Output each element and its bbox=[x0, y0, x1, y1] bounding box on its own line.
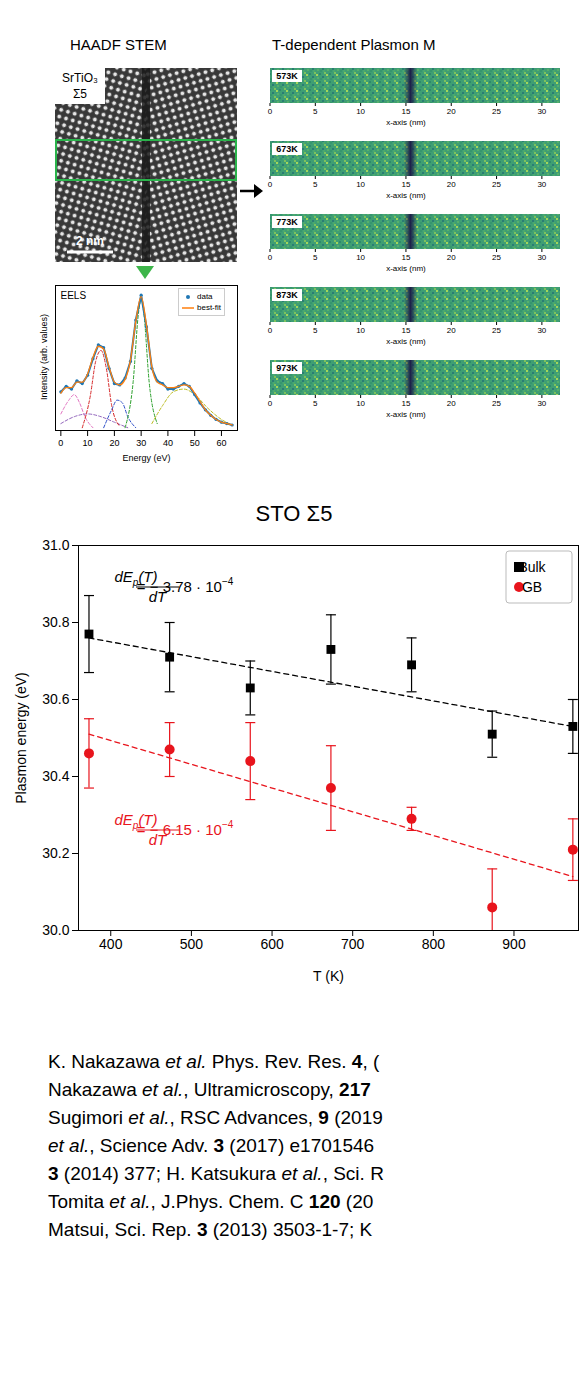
svg-text:20: 20 bbox=[447, 253, 456, 262]
svg-text:20: 20 bbox=[447, 107, 456, 116]
svg-text:20: 20 bbox=[447, 326, 456, 335]
svg-text:30.4: 30.4 bbox=[42, 768, 69, 784]
svg-text:Bulk: Bulk bbox=[518, 559, 546, 575]
html-text:Intensity (arb. values): Intensity (arb. values) bbox=[39, 314, 49, 400]
svg-text:10: 10 bbox=[83, 438, 93, 448]
svg-text:GB: GB bbox=[522, 579, 542, 595]
svg-text:15: 15 bbox=[401, 326, 410, 335]
html-text:Sugimori et al., RSC Advances,: Sugimori et al., RSC Advances, 9 (2019 bbox=[48, 1107, 383, 1128]
svg-text:30.8: 30.8 bbox=[42, 614, 69, 630]
svg-text:10: 10 bbox=[356, 180, 365, 189]
svg-text:x-axis (nm): x-axis (nm) bbox=[386, 337, 426, 346]
svg-text:25: 25 bbox=[492, 180, 501, 189]
svg-text:10: 10 bbox=[356, 253, 365, 262]
svg-text:30.0: 30.0 bbox=[42, 922, 69, 938]
svg-text:25: 25 bbox=[492, 107, 501, 116]
svg-text:Energy (eV): Energy (eV) bbox=[122, 453, 170, 463]
svg-text:5: 5 bbox=[313, 180, 318, 189]
svg-text:573K: 573K bbox=[276, 71, 298, 81]
svg-text:0: 0 bbox=[58, 438, 63, 448]
svg-text:31.0: 31.0 bbox=[42, 537, 69, 553]
svg-text:15: 15 bbox=[401, 180, 410, 189]
svg-text:800: 800 bbox=[422, 936, 446, 952]
svg-text:0: 0 bbox=[268, 180, 273, 189]
html-text:STO Σ5: STO Σ5 bbox=[255, 501, 333, 526]
svg-text:5: 5 bbox=[313, 399, 318, 408]
svg-text:30: 30 bbox=[537, 253, 546, 262]
svg-text:773K: 773K bbox=[276, 217, 298, 227]
svg-text:T (K): T (K) bbox=[313, 968, 344, 984]
svg-text:25: 25 bbox=[492, 326, 501, 335]
svg-text:Plasmon energy (eV): Plasmon energy (eV) bbox=[13, 672, 29, 804]
html-text:3 (2014) 377; H. Katsukura et: 3 (2014) 377; H. Katsukura et al., Sci. … bbox=[48, 1163, 384, 1184]
html-text:HAADF STEM: HAADF STEM bbox=[70, 36, 167, 53]
html-text:Matsui, Sci. Rep. 3 (2013) 350: Matsui, Sci. Rep. 3 (2013) 3503-1-7; K bbox=[48, 1219, 373, 1240]
svg-text:= − 3.78 · 10−4: = − 3.78 · 10−4 bbox=[137, 576, 234, 595]
svg-text:973K: 973K bbox=[276, 363, 298, 373]
svg-text:= − 6.15 · 10−4: = − 6.15 · 10−4 bbox=[137, 819, 234, 838]
html-text:et al., Science Adv. 3 (2017): et al., Science Adv. 3 (2017) e1701546 bbox=[48, 1135, 375, 1156]
svg-text:SrTiO₃: SrTiO₃ bbox=[62, 71, 98, 85]
svg-text:0: 0 bbox=[268, 253, 273, 262]
svg-text:25: 25 bbox=[492, 253, 501, 262]
svg-text:400: 400 bbox=[99, 936, 123, 952]
svg-text:Σ5: Σ5 bbox=[73, 87, 87, 101]
svg-text:20: 20 bbox=[447, 399, 456, 408]
svg-text:5: 5 bbox=[313, 253, 318, 262]
svg-text:500: 500 bbox=[180, 936, 204, 952]
svg-text:15: 15 bbox=[401, 107, 410, 116]
svg-text:30: 30 bbox=[537, 107, 546, 116]
svg-text:60: 60 bbox=[216, 438, 226, 448]
svg-text:30.6: 30.6 bbox=[42, 691, 69, 707]
svg-text:x-axis (nm): x-axis (nm) bbox=[386, 410, 426, 419]
svg-text:30: 30 bbox=[537, 180, 546, 189]
svg-text:50: 50 bbox=[190, 438, 200, 448]
svg-text:10: 10 bbox=[356, 399, 365, 408]
svg-text:673K: 673K bbox=[276, 144, 298, 154]
svg-text:0: 0 bbox=[268, 399, 273, 408]
svg-text:30: 30 bbox=[537, 399, 546, 408]
svg-text:5: 5 bbox=[313, 326, 318, 335]
svg-text:dT: dT bbox=[148, 831, 167, 848]
html-text:Tomita et al., J.Phys. Chem. C: Tomita et al., J.Phys. Chem. C 120 (20 bbox=[48, 1191, 374, 1212]
svg-text:2 nm: 2 nm bbox=[76, 234, 104, 248]
svg-text:EELS: EELS bbox=[61, 290, 87, 301]
svg-text:0: 0 bbox=[268, 326, 273, 335]
svg-text:600: 600 bbox=[260, 936, 284, 952]
svg-text:15: 15 bbox=[401, 399, 410, 408]
svg-text:20: 20 bbox=[109, 438, 119, 448]
svg-text:30: 30 bbox=[136, 438, 146, 448]
svg-text:0: 0 bbox=[268, 107, 273, 116]
svg-text:x-axis (nm): x-axis (nm) bbox=[386, 191, 426, 200]
svg-text:10: 10 bbox=[356, 107, 365, 116]
svg-text:40: 40 bbox=[163, 438, 173, 448]
html-text:data: data bbox=[197, 292, 213, 301]
svg-text:5: 5 bbox=[313, 107, 318, 116]
svg-text:20: 20 bbox=[447, 180, 456, 189]
html-text:T-dependent Plasmon M: T-dependent Plasmon M bbox=[272, 36, 436, 53]
svg-text:dT: dT bbox=[148, 588, 167, 605]
svg-text:x-axis (nm): x-axis (nm) bbox=[386, 264, 426, 273]
html-text:K. Nakazawa et al. Phys. Rev.: K. Nakazawa et al. Phys. Rev. Res. 4, ( bbox=[48, 1051, 380, 1072]
svg-text:30: 30 bbox=[537, 326, 546, 335]
html-text:best-fit: best-fit bbox=[197, 303, 221, 312]
svg-text:15: 15 bbox=[401, 253, 410, 262]
svg-text:700: 700 bbox=[341, 936, 365, 952]
svg-text:10: 10 bbox=[356, 326, 365, 335]
html-text:Nakazawa et al., Ultramicrosco: Nakazawa et al., Ultramicroscopy, 217 bbox=[48, 1079, 371, 1100]
svg-text:x-axis (nm): x-axis (nm) bbox=[386, 118, 426, 127]
svg-text:30.2: 30.2 bbox=[42, 845, 69, 861]
svg-text:873K: 873K bbox=[276, 290, 298, 300]
svg-text:25: 25 bbox=[492, 399, 501, 408]
svg-text:900: 900 bbox=[502, 936, 526, 952]
